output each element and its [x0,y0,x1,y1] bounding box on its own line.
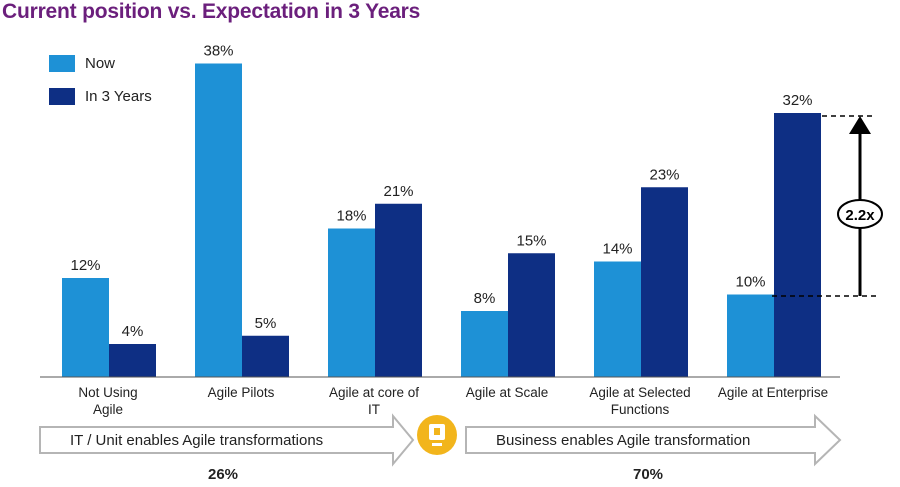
bar-in-3-years-agile-at-enterprise [774,113,821,377]
bar-now-agile-at-selected-functions [594,261,641,377]
bar-now-agile-at-core-of-it [328,228,375,377]
data-label-in-3-years-agile-at-selected-functions: 23% [649,166,679,183]
chart-title: Current position vs. Expectation in 3 Ye… [2,0,421,23]
legend-label-now: Now [85,55,116,72]
data-label-in-3-years-agile-at-scale: 15% [516,232,546,249]
bar-in-3-years-agile-at-scale [508,253,555,377]
legend-label-future: In 3 Years [85,88,152,105]
data-label-in-3-years-not-using-agile: 4% [122,323,144,340]
data-label-now-agile-pilots: 38% [203,43,233,60]
category-label-agile-scale: Agile at Scale [465,385,549,400]
data-label-now-agile-at-core-of-it: 18% [336,208,366,225]
data-label-now-agile-at-selected-functions: 14% [602,241,632,258]
category-label-selected-functions: Agile at Selected Functions [589,385,691,417]
data-label-now-agile-at-enterprise: 10% [735,274,765,291]
data-label-in-3-years-agile-pilots: 5% [255,315,277,332]
annotation-text: 2.2x [845,207,875,224]
data-label-now-not-using-agile: 12% [70,257,100,274]
legend-swatch-future [49,88,75,105]
group-left-label: IT / Unit enables Agile transformations [70,432,324,449]
data-label-in-3-years-agile-at-core-of-it: 21% [383,183,413,200]
group-arrow-right [465,413,842,467]
data-label-now-agile-at-scale: 8% [474,290,496,307]
bar-in-3-years-agile-at-selected-functions [641,187,688,377]
category-label-agile-core-it: Agile at core of IT [328,385,420,417]
data-label-in-3-years-agile-at-enterprise: 32% [782,92,812,109]
legend-swatch-now [49,55,75,72]
bar-in-3-years-agile-pilots [242,335,289,377]
group-right-label: Business enables Agile transformation [496,432,751,449]
bar-in-3-years-not-using-agile [109,344,156,377]
bar-now-agile-at-enterprise [727,294,774,377]
category-label-not-using-agile: Not Using Agile [78,385,138,417]
annotation-arrow-head [849,116,871,134]
category-label-enterprise: Agile at Enterprise [717,385,829,400]
annotation-badge [837,199,883,229]
bar-now-agile-pilots [195,63,242,377]
group-right-percent: 70% [633,466,664,483]
group-left-percent: 26% [208,466,239,483]
group-arrow-left [39,413,415,467]
category-label-agile-pilots: Agile Pilots [207,385,275,400]
bar-in-3-years-agile-at-core-of-it [375,203,422,377]
flag-icon [429,424,445,446]
bar-now-agile-at-scale [461,311,508,377]
bar-now-not-using-agile [62,278,109,377]
